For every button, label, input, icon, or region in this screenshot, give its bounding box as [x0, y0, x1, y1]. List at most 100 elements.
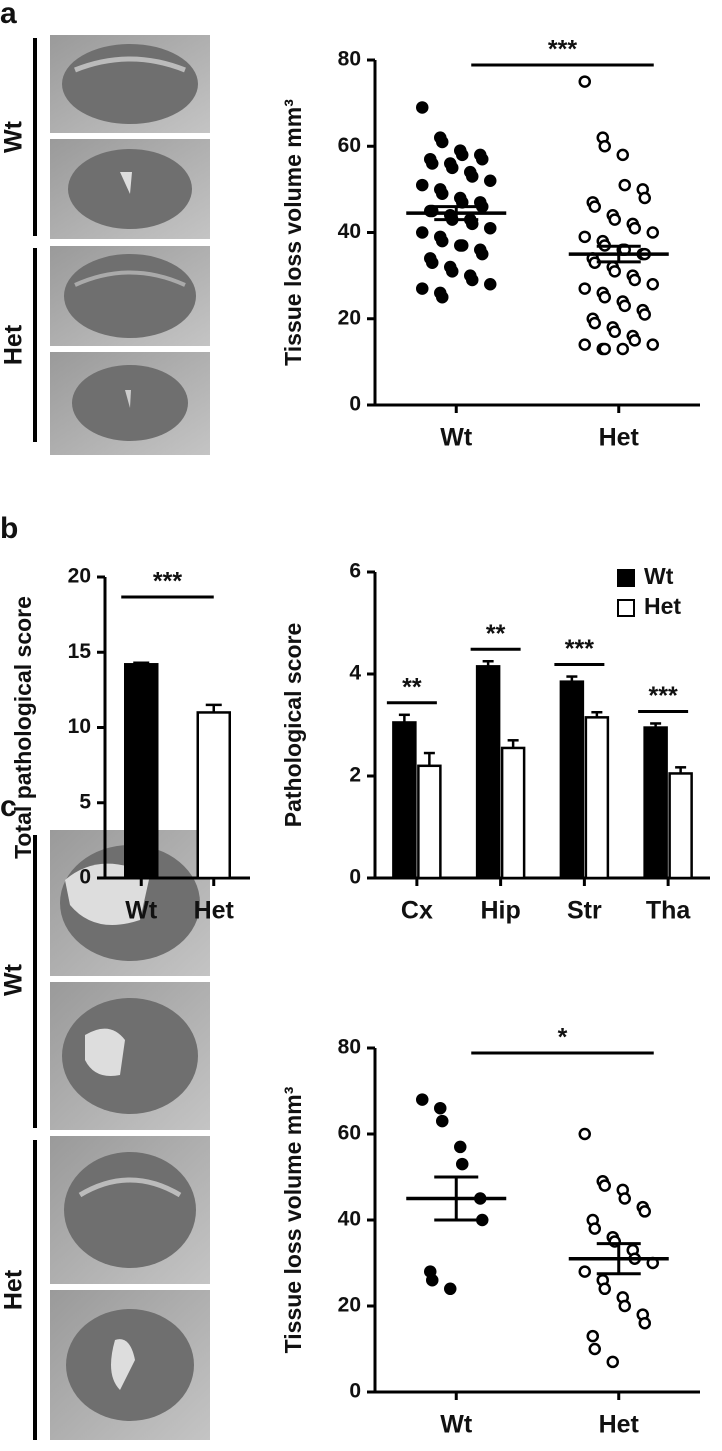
data-point — [608, 325, 621, 338]
data-point — [446, 265, 459, 278]
data-point — [638, 1316, 651, 1330]
data-point — [456, 1157, 469, 1171]
significance-stars: * — [558, 1024, 568, 1052]
data-point — [598, 342, 611, 356]
bar — [643, 726, 668, 880]
data-point — [578, 230, 591, 244]
bar — [392, 721, 417, 880]
x-tick-label: Het — [599, 1411, 640, 1439]
x-tick-label: Het — [599, 424, 640, 452]
y-axis-label: Pathological score — [280, 623, 306, 828]
data-point — [588, 1342, 601, 1356]
data-point — [616, 342, 629, 356]
data-point — [416, 226, 429, 239]
y-tick-label: 15 — [68, 640, 92, 663]
data-point — [456, 239, 469, 252]
data-point — [426, 256, 439, 269]
data-point — [436, 135, 449, 149]
data-point — [588, 1222, 601, 1235]
data-point — [608, 213, 621, 226]
y-tick-label: 40 — [338, 220, 361, 243]
data-point — [598, 1282, 611, 1296]
bar — [475, 665, 501, 880]
data-point — [588, 200, 601, 213]
significance-stars: *** — [153, 568, 182, 596]
y-tick-label: 5 — [79, 790, 91, 813]
panel-letter: b — [0, 512, 18, 545]
x-tick-label: Cx — [401, 897, 433, 925]
data-point — [456, 148, 469, 162]
legend-label: Het — [644, 593, 681, 619]
legend-label: Wt — [644, 563, 674, 589]
data-point — [434, 1101, 447, 1115]
image-label: Wt — [0, 963, 28, 996]
x-tick-label: Wt — [440, 424, 473, 452]
data-point — [578, 282, 591, 295]
x-tick-label: Het — [194, 897, 235, 925]
data-point — [628, 273, 641, 287]
x-tick-label: Wt — [440, 1411, 473, 1439]
brain-images-a — [33, 35, 210, 455]
data-point — [416, 282, 429, 295]
data-point — [586, 1329, 599, 1343]
data-point — [436, 1114, 449, 1128]
x-tick-label: Str — [567, 897, 602, 925]
significance-stars: *** — [649, 682, 678, 710]
bar — [196, 711, 231, 880]
data-point — [638, 308, 651, 321]
y-tick-label: 2 — [349, 764, 361, 787]
data-point — [484, 221, 497, 235]
data-point — [618, 299, 631, 313]
y-tick-label: 0 — [79, 866, 91, 889]
data-point — [416, 101, 429, 114]
image-label: Het — [0, 324, 28, 365]
data-point — [454, 1140, 467, 1154]
x-tick-label: Wt — [125, 897, 158, 925]
bar — [124, 663, 159, 880]
y-tick-label: 10 — [68, 715, 91, 738]
data-point — [598, 290, 611, 304]
y-tick-label: 80 — [338, 1036, 361, 1059]
y-axis-label: Total pathological score — [10, 596, 36, 859]
data-point — [646, 338, 659, 351]
legend-swatch — [617, 569, 635, 587]
y-tick-label: 60 — [338, 134, 361, 157]
y-tick-label: 20 — [68, 565, 91, 588]
data-point — [436, 290, 449, 304]
data-point — [616, 148, 629, 162]
data-point — [416, 1093, 429, 1106]
data-point — [484, 278, 497, 291]
y-tick-label: 6 — [349, 560, 361, 583]
data-point — [638, 1205, 651, 1218]
y-axis-label: Tissue loss volume mm³ — [280, 1086, 306, 1353]
x-tick-label: Hip — [480, 897, 520, 925]
data-point — [588, 316, 601, 330]
data-point — [578, 338, 591, 351]
data-point — [646, 278, 659, 291]
data-point — [476, 1213, 489, 1227]
data-point — [578, 75, 591, 88]
data-point — [578, 1265, 591, 1278]
data-point — [618, 1299, 631, 1313]
y-tick-label: 0 — [349, 866, 361, 889]
y-tick-label: 40 — [338, 1208, 361, 1231]
data-point — [426, 1273, 439, 1287]
significance-stars: *** — [565, 635, 594, 663]
data-point — [578, 1127, 591, 1141]
data-point — [476, 247, 489, 261]
y-tick-label: 20 — [338, 306, 361, 329]
data-point — [484, 174, 497, 187]
legend-swatch — [617, 599, 635, 617]
y-tick-label: 4 — [349, 662, 361, 685]
data-point — [598, 140, 611, 153]
data-point — [608, 265, 621, 278]
significance-stars: *** — [548, 36, 577, 64]
x-tick-label: Tha — [646, 897, 692, 925]
image-label: Wt — [0, 120, 28, 153]
bar — [559, 680, 585, 880]
data-point — [416, 178, 429, 192]
data-point — [628, 334, 641, 347]
data-point — [436, 234, 449, 248]
significance-stars: ** — [486, 620, 506, 648]
data-point — [444, 1282, 457, 1296]
